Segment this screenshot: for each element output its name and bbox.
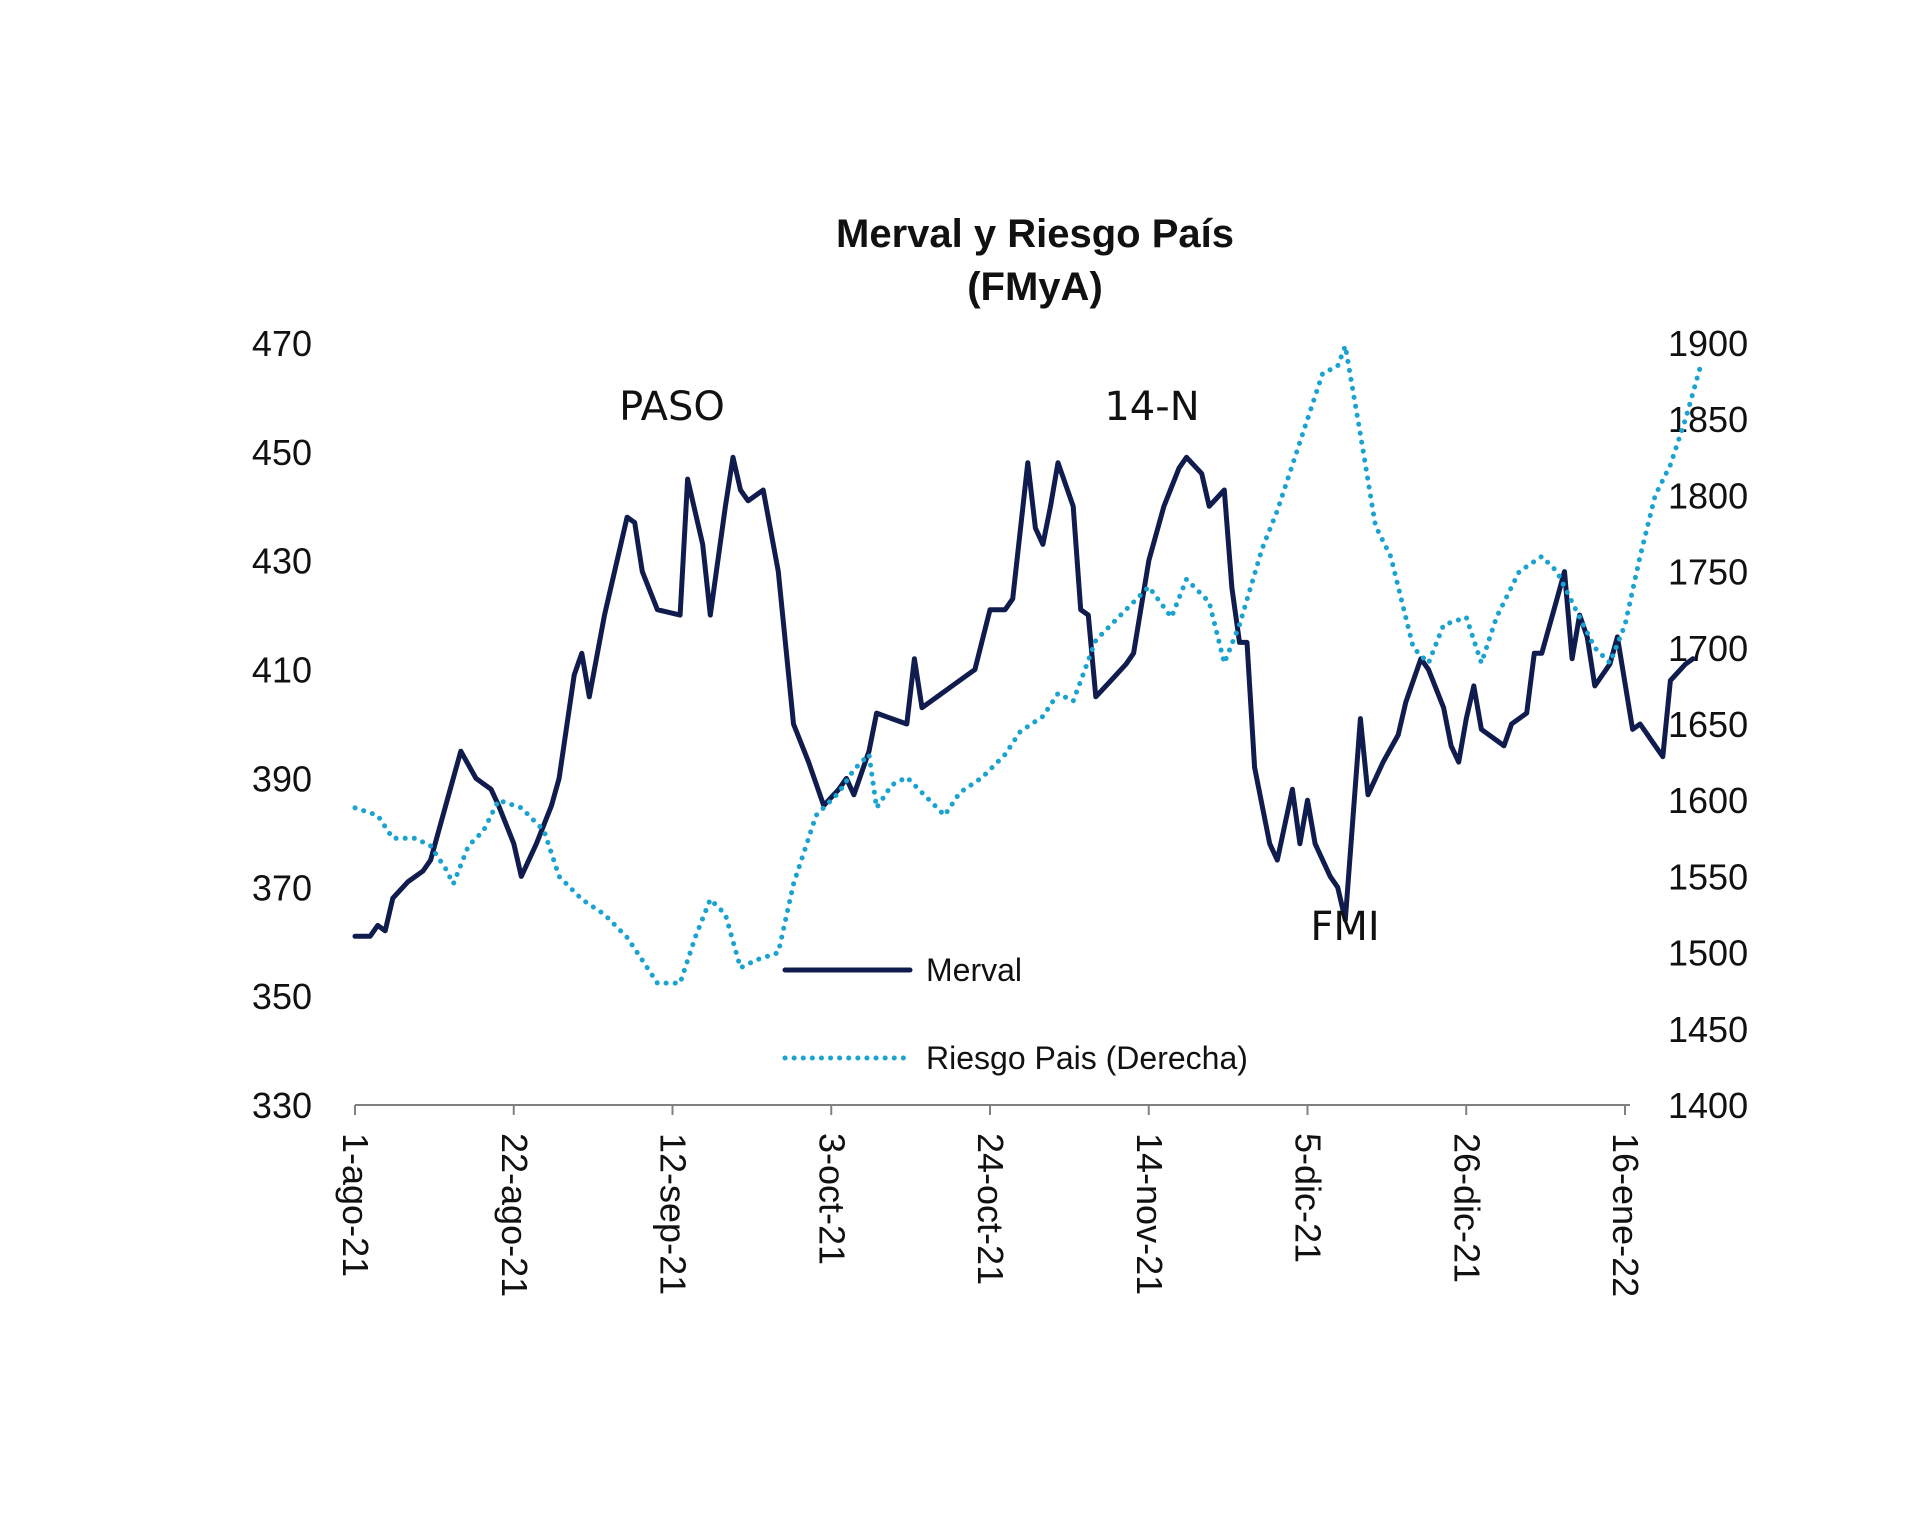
y-right-tick-label: 1500 [1668, 933, 1748, 974]
x-tick-label: 12-sep-21 [653, 1133, 694, 1295]
y-right-tick-label: 1450 [1668, 1009, 1748, 1050]
riesgo-pais-line [352, 343, 1704, 986]
legend-riesgo-label: Riesgo Pais (Derecha) [926, 1040, 1248, 1076]
y-left-tick-label: 350 [252, 976, 312, 1017]
merval-line [352, 454, 1696, 939]
y-right-tick-label: 1900 [1668, 323, 1748, 364]
x-tick-label: 22-ago-21 [494, 1133, 535, 1297]
y-right-tick-label: 1850 [1668, 399, 1748, 440]
annotation-paso: PASO [619, 384, 725, 430]
x-tick-label: 24-oct-21 [970, 1133, 1011, 1285]
x-tick-label: 14-nov-21 [1129, 1133, 1170, 1295]
annotation-fmi: FMI [1310, 904, 1379, 950]
chart-subtitle: (FMyA) [967, 265, 1103, 309]
x-tick-label: 3-oct-21 [811, 1133, 852, 1265]
y-right-tick-label: 1650 [1668, 704, 1748, 745]
chart-title: Merval y Riesgo País [836, 212, 1234, 256]
y-right-tick-label: 1750 [1668, 552, 1748, 593]
legend-merval-label: Merval [926, 952, 1022, 988]
y-left-tick-label: 390 [252, 758, 312, 799]
y-right-tick-label: 1700 [1668, 628, 1748, 669]
y-right-tick-label: 1800 [1668, 475, 1748, 516]
y-left-tick-label: 370 [252, 867, 312, 908]
y-left-tick-label: 470 [252, 323, 312, 364]
annotation-14-n: 14-N [1104, 384, 1199, 430]
y-right-tick-label: 1400 [1668, 1085, 1748, 1126]
y-left-tick-label: 430 [252, 541, 312, 582]
y-right-tick-label: 1600 [1668, 780, 1748, 821]
x-tick-label: 16-ene-22 [1605, 1133, 1646, 1297]
annotations-layer: PASO 14-N FMI [619, 384, 1380, 950]
series-layer [352, 343, 1704, 986]
x-tick-label: 26-dic-21 [1446, 1133, 1487, 1283]
y-right-tick-label: 1550 [1668, 856, 1748, 897]
x-tick-label: 5-dic-21 [1288, 1133, 1329, 1263]
y-left-tick-label: 410 [252, 650, 312, 691]
y-left-tick-label: 450 [252, 432, 312, 473]
y-left-tick-label: 330 [252, 1085, 312, 1126]
legend: Merval Riesgo Pais (Derecha) [782, 952, 1248, 1076]
x-tick-label: 1-ago-21 [335, 1133, 376, 1277]
axes-layer: 1-ago-21 22-ago-21 12-sep-21 3-oct-21 24-oct… [252, 323, 1748, 1297]
